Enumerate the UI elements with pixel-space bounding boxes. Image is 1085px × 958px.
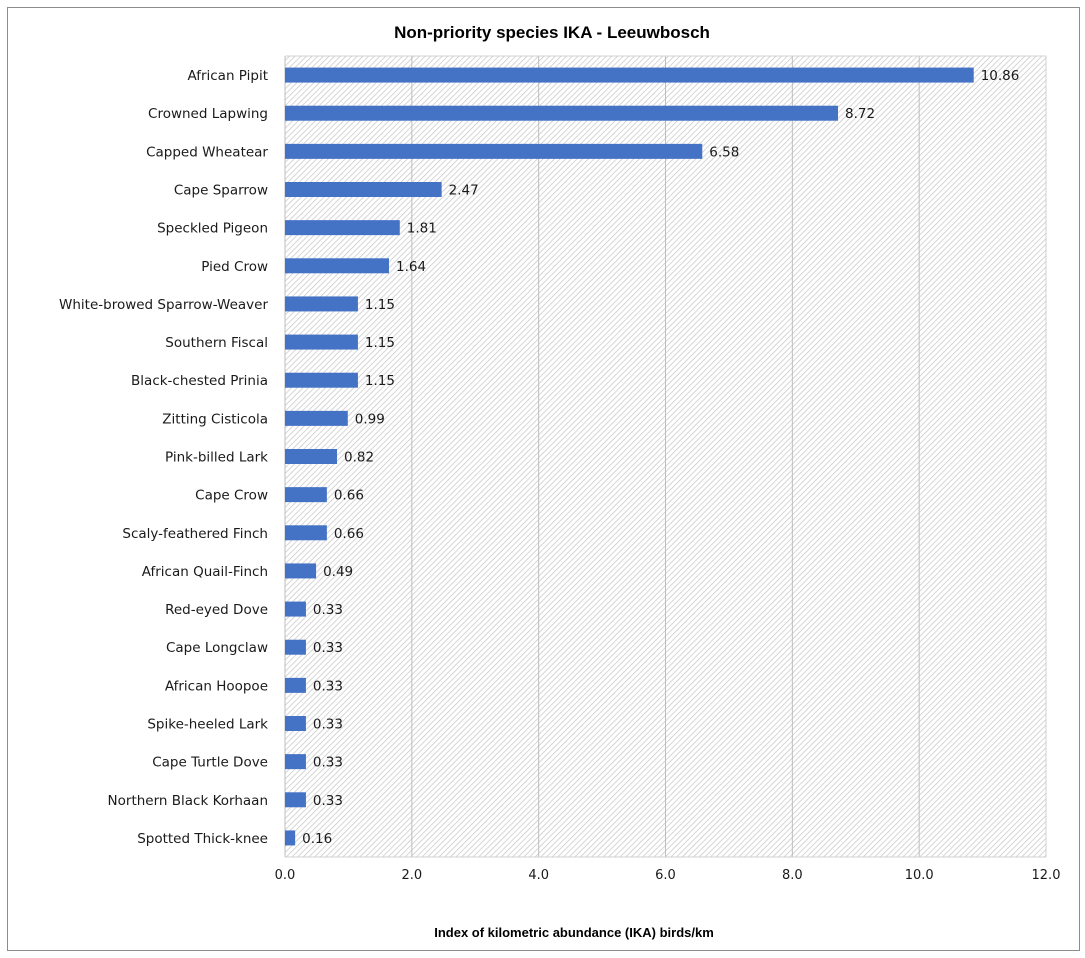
category-label: African Hoopoe bbox=[165, 678, 268, 694]
category-label: Crowned Lapwing bbox=[148, 106, 268, 122]
data-label: 1.15 bbox=[365, 297, 395, 313]
data-label: 1.15 bbox=[365, 335, 395, 351]
category-label: White-browed Sparrow-Weaver bbox=[59, 297, 268, 313]
bar bbox=[285, 563, 317, 579]
bar bbox=[285, 754, 306, 770]
category-label: African Pipit bbox=[187, 68, 268, 84]
category-label: Capped Wheatear bbox=[146, 144, 268, 160]
category-label: Zitting Cisticola bbox=[162, 411, 268, 427]
bar bbox=[285, 105, 838, 121]
category-label: Scaly-feathered Finch bbox=[122, 526, 268, 542]
category-label: Spotted Thick-knee bbox=[137, 831, 268, 847]
bar bbox=[285, 372, 358, 388]
x-tick-label: 4.0 bbox=[528, 868, 549, 883]
bar bbox=[285, 449, 338, 464]
bar bbox=[285, 487, 327, 503]
data-label: 0.66 bbox=[334, 488, 364, 504]
category-label: Cape Longclaw bbox=[166, 640, 268, 656]
x-tick-label: 2.0 bbox=[401, 868, 422, 883]
data-label: 10.86 bbox=[981, 68, 1020, 84]
category-label: Pink-billed Lark bbox=[165, 450, 268, 466]
bar bbox=[285, 143, 703, 159]
category-label: African Quail-Finch bbox=[142, 564, 268, 580]
data-label: 0.33 bbox=[313, 717, 343, 733]
data-label: 1.81 bbox=[407, 221, 437, 237]
data-label: 0.99 bbox=[355, 411, 385, 427]
x-tick-labels: 0.0 2.0 4.0 6.0 8.0 10.0 12.0 bbox=[275, 868, 1061, 883]
data-label: 1.15 bbox=[365, 373, 395, 389]
data-label: 0.16 bbox=[302, 831, 332, 847]
bar bbox=[285, 830, 296, 846]
bars bbox=[285, 67, 974, 846]
data-label: 0.33 bbox=[313, 793, 343, 809]
data-label: 2.47 bbox=[449, 183, 479, 199]
x-tick-label: 10.0 bbox=[905, 868, 934, 883]
category-label: Pied Crow bbox=[201, 259, 268, 275]
category-label: Speckled Pigeon bbox=[157, 221, 268, 237]
bar bbox=[285, 410, 348, 426]
data-labels: 10.86 8.72 6.58 2.47 1.81 1.64 1.15 1.15 1.15 0.9… bbox=[302, 68, 1019, 847]
bar bbox=[285, 258, 390, 274]
category-label: Cape Sparrow bbox=[174, 183, 268, 199]
data-label: 6.58 bbox=[709, 144, 739, 160]
bar bbox=[285, 792, 306, 808]
bar bbox=[285, 525, 327, 541]
x-axis-label: Index of kilometric abundance (IKA) bird… bbox=[434, 925, 714, 940]
bar bbox=[285, 716, 306, 731]
data-label: 0.82 bbox=[344, 450, 374, 466]
category-labels: African Pipit Crowned Lapwing Capped Wheat… bbox=[59, 68, 268, 847]
data-label: 8.72 bbox=[845, 106, 875, 122]
category-label: Cape Turtle Dove bbox=[152, 755, 268, 771]
bar bbox=[285, 182, 442, 197]
category-label: Cape Crow bbox=[195, 488, 268, 504]
x-tick-label: 12.0 bbox=[1032, 868, 1061, 883]
bar bbox=[285, 677, 306, 693]
data-label: 0.33 bbox=[313, 640, 343, 656]
data-label: 0.33 bbox=[313, 755, 343, 771]
category-label: Spike-heeled Lark bbox=[147, 717, 268, 733]
category-label: Black-chested Prinia bbox=[131, 373, 268, 389]
data-label: 0.66 bbox=[334, 526, 364, 542]
category-label: Northern Black Korhaan bbox=[108, 793, 268, 809]
bar bbox=[285, 220, 400, 236]
bar bbox=[285, 334, 358, 350]
bar bbox=[285, 639, 306, 655]
data-label: 1.64 bbox=[396, 259, 426, 275]
category-label: Red-eyed Dove bbox=[165, 602, 268, 618]
data-label: 0.49 bbox=[323, 564, 353, 580]
data-label: 0.33 bbox=[313, 602, 343, 618]
bar bbox=[285, 296, 358, 312]
bar bbox=[285, 601, 306, 617]
chart-title: Non-priority species IKA - Leeuwbosch bbox=[394, 23, 710, 42]
data-label: 0.33 bbox=[313, 678, 343, 694]
x-tick-label: 8.0 bbox=[782, 868, 803, 883]
x-tick-label: 0.0 bbox=[275, 868, 296, 883]
bar bbox=[285, 67, 974, 83]
x-tick-label: 6.0 bbox=[655, 868, 676, 883]
category-label: Southern Fiscal bbox=[165, 335, 268, 351]
